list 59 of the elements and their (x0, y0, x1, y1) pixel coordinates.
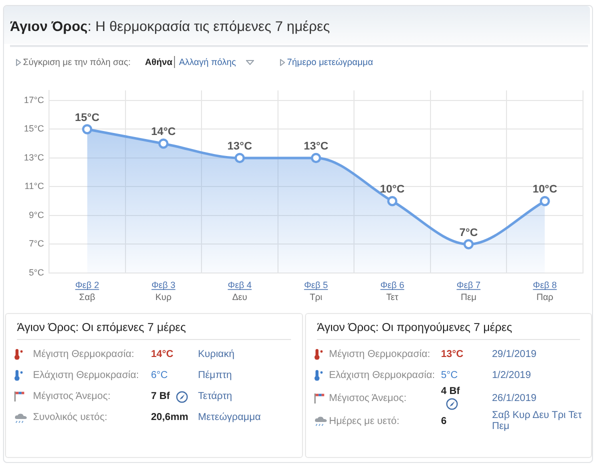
text: Σαβ Κυρ Δευ Τρι Τετ Πεμ (492, 410, 583, 432)
text: Μέγιστη Θερμοκρασία: (33, 349, 136, 360)
y-tick-label: 17°C (24, 94, 44, 105)
text: 7 Bf (151, 391, 170, 402)
y-tick-label: 5°C (28, 267, 44, 278)
text: 14°C (151, 349, 174, 360)
text: 6°C (151, 370, 168, 381)
point (540, 196, 550, 206)
text: Μέγιστος Άνεμος: (329, 392, 408, 404)
x-tick-label: Φεβ 4 Δευ (228, 280, 252, 302)
text: Μέγιστος Άνεμος: (33, 391, 112, 402)
text: 6 (441, 416, 447, 426)
text: Άγιον Όρος: Οι επόμενες 7 μέρες (17, 322, 186, 334)
text: Ελάχιστη Θερμοκρασία: (33, 370, 140, 381)
data-label: 15°C (74, 112, 100, 124)
text: Αλλαγή πόλης (179, 56, 236, 68)
text: 7ήμερο μετεώγραμμα (287, 56, 374, 68)
text: Πέμπτη (198, 370, 233, 381)
point (234, 152, 245, 164)
data-label: 10°C (380, 184, 405, 196)
y-tick-label: 7°C (28, 238, 44, 249)
x-tick-label: Φεβ 2 Σαβ (75, 280, 100, 302)
text: Συνολικός υετός: (33, 412, 108, 423)
y-tick-label: 9°C (28, 210, 44, 220)
text: 20,6mm (151, 412, 188, 423)
text: Αθήνα (145, 56, 172, 68)
data-label: 10°C (532, 184, 558, 196)
text: Μετεώγραμμα (198, 412, 262, 423)
x-tick-label: Φεβ 3 Κυρ (151, 280, 176, 302)
point (387, 196, 398, 206)
text: 5°C (441, 370, 458, 381)
text: Μέγιστη Θερμοκρασία: (329, 349, 432, 360)
y-tick-label: 15°C (24, 124, 44, 134)
data-label: 13°C (227, 140, 252, 153)
data-label: 13°C (304, 140, 328, 153)
point (310, 152, 322, 164)
x-tick-label: Φεβ 8 Παρ (532, 280, 557, 302)
text: 26/1/2019 (492, 392, 538, 404)
point (158, 138, 169, 149)
y-tick-label: 13°C (24, 152, 44, 162)
x-tick-label: Φεβ 7 Πεμ (456, 280, 481, 302)
chart-title: Άγιον Όρος: Η θερμοκρασία τις επόμενες 7 ημέρες (10, 18, 330, 34)
text: 13°C (441, 349, 464, 360)
data-label: 7°C (459, 226, 478, 239)
text: Άγιον Όρος: Οι προηγούμενες 7 μέρες (317, 322, 512, 334)
text: 29/1/2019 (492, 349, 538, 360)
data-label: 14°C (151, 126, 176, 138)
x-tick-label: Φεβ 5 Τρι (304, 280, 328, 302)
y-tick-label: 11°C (24, 181, 44, 192)
point (463, 239, 474, 250)
text: Κυριακή (198, 349, 236, 360)
text: 4 Bf (441, 386, 460, 397)
x-tick-label: Φεβ 6 Τετ (380, 280, 404, 302)
text: Σύγκριση με την πόλη σας: (23, 56, 131, 68)
text: 1/2/2019 (492, 370, 532, 381)
text: Τετάρτη (198, 391, 234, 402)
text: Ελάχιστη Θερμοκρασία: (329, 370, 436, 381)
point (82, 124, 92, 134)
text: Ημέρες με υετό: (329, 416, 400, 426)
